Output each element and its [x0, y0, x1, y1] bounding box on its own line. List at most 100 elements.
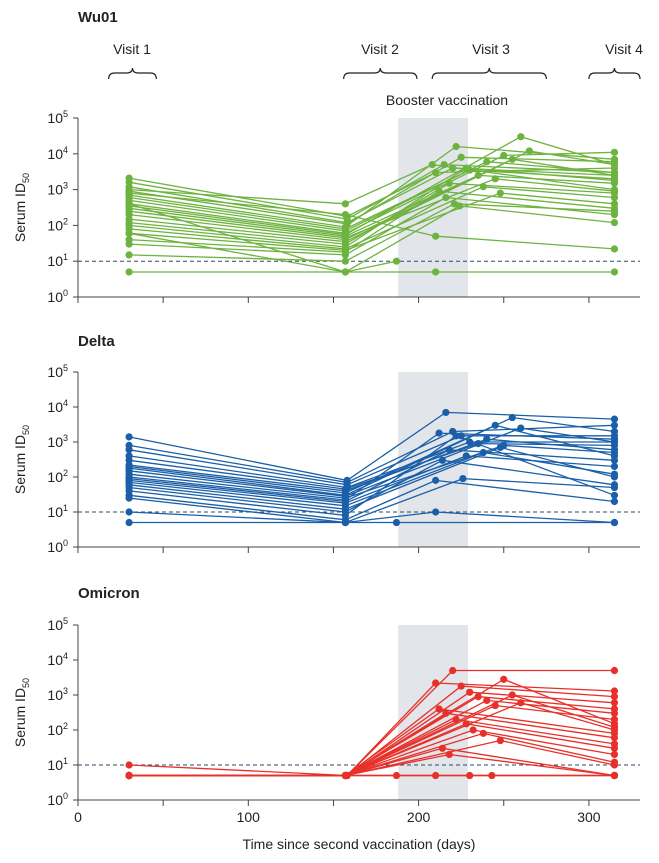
data-point — [442, 408, 450, 417]
data-point — [432, 476, 440, 484]
data-point — [610, 750, 619, 759]
y-tick-label: 100 — [47, 791, 68, 808]
y-axis-label: Serum ID50 — [12, 173, 31, 242]
data-point — [517, 133, 525, 141]
y-tick-label: 104 — [47, 145, 68, 162]
data-point — [610, 491, 619, 499]
series-line — [129, 186, 615, 250]
data-point — [479, 183, 487, 191]
data-point — [469, 726, 477, 734]
y-tick-label: 105 — [47, 109, 68, 126]
series-line — [129, 451, 615, 507]
data-point — [610, 456, 619, 464]
series-line — [129, 192, 615, 252]
data-point — [462, 720, 470, 728]
data-point — [610, 160, 619, 169]
visit-annotations: Visit 1 Visit 2 Visit 3 Visit 4 Booster … — [108, 41, 643, 108]
y-tick-label: 102 — [47, 216, 68, 233]
data-point — [610, 518, 619, 527]
data-point — [610, 483, 619, 492]
data-point — [610, 693, 619, 701]
data-point — [125, 518, 133, 527]
data-point — [610, 193, 619, 202]
series-line — [129, 167, 615, 248]
data-point — [341, 211, 349, 219]
data-point — [125, 771, 133, 780]
data-point — [438, 744, 447, 752]
data-point — [392, 257, 401, 265]
data-point — [610, 245, 619, 253]
data-point — [125, 229, 133, 237]
data-point — [341, 257, 349, 265]
data-point — [445, 179, 453, 187]
data-point — [428, 160, 436, 169]
y-tick-label: 104 — [47, 398, 68, 415]
series-line — [129, 479, 615, 521]
panel-title-delta: Delta — [78, 333, 115, 350]
y-tick-label: 105 — [47, 616, 68, 633]
data-point — [442, 709, 450, 717]
data-point — [488, 771, 496, 780]
data-point — [459, 475, 467, 483]
data-point — [610, 744, 619, 752]
y-tick-label: 102 — [47, 468, 68, 485]
data-point — [610, 207, 619, 215]
data-point — [474, 693, 482, 701]
y-tick-label: 103 — [47, 686, 68, 703]
data-point — [500, 151, 508, 160]
series-line — [129, 446, 615, 510]
data-point — [610, 176, 619, 185]
series-line — [129, 416, 615, 496]
data-point — [341, 771, 349, 780]
series-line — [129, 161, 615, 232]
x-tick-label: 100 — [237, 809, 261, 825]
data-point — [452, 142, 460, 151]
x-axis-label: Time since second vaccination (days) — [243, 836, 476, 852]
x-tick-label: 0 — [74, 809, 82, 825]
y-tick-label: 101 — [47, 503, 68, 520]
series-line — [128, 163, 615, 220]
series-line — [129, 424, 615, 494]
visit-label-2: Visit 2 — [361, 41, 399, 57]
series-line — [129, 192, 615, 250]
data-point — [496, 443, 504, 452]
data-point — [125, 240, 133, 248]
data-point — [610, 666, 619, 675]
y-tick-label: 100 — [47, 538, 68, 555]
data-point — [432, 268, 440, 276]
data-point — [610, 435, 619, 443]
data-point — [491, 175, 499, 183]
data-point — [517, 699, 525, 707]
series-line — [128, 424, 615, 484]
series-line — [129, 511, 615, 524]
data-point — [525, 147, 533, 155]
data-point — [457, 682, 465, 690]
y-tick-label: 100 — [47, 288, 68, 305]
series-line — [129, 459, 615, 513]
data-point — [462, 164, 470, 172]
data-point — [610, 473, 619, 481]
data-point — [392, 518, 401, 527]
data-point — [508, 413, 516, 422]
data-point — [125, 433, 133, 441]
series-line — [129, 432, 615, 501]
visit-brace-2 — [343, 67, 418, 80]
visit-brace-4 — [588, 67, 641, 80]
series-line — [129, 150, 615, 243]
data-point — [479, 729, 487, 737]
y-tick-label: 105 — [47, 363, 68, 380]
data-point — [610, 186, 619, 194]
y-tick-label: 101 — [47, 756, 68, 773]
data-point — [432, 232, 440, 240]
data-point — [610, 218, 619, 227]
data-point — [500, 675, 508, 683]
data-point — [452, 715, 460, 724]
data-point — [610, 415, 619, 423]
data-point — [610, 699, 619, 707]
data-point — [341, 518, 349, 527]
series-line — [129, 435, 615, 517]
data-point — [610, 155, 619, 163]
data-point — [438, 456, 447, 464]
data-point — [610, 761, 619, 769]
